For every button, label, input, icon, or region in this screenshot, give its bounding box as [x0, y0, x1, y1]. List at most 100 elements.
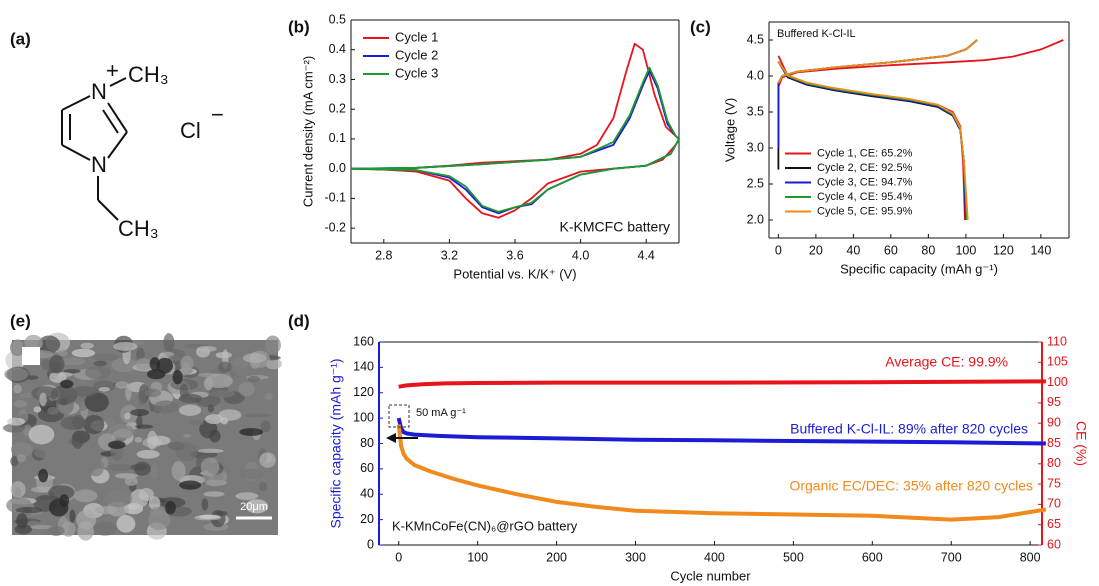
sem-image: 20μm: [3, 333, 282, 541]
charge: +: [106, 58, 119, 83]
x-tick-label: 80: [921, 243, 935, 257]
sem-grain: [202, 498, 209, 511]
sem-grain: [201, 458, 220, 477]
x-tick-label: 40: [846, 243, 860, 257]
y-tick-label: 3.0: [747, 140, 764, 154]
atom-label: N: [91, 152, 107, 177]
sem-grain: [51, 385, 78, 404]
x-tick-label: 4.0: [572, 248, 589, 262]
legend-label: Cycle 5, CE: 95.9%: [817, 205, 913, 217]
sem-grain: [125, 477, 138, 487]
sem-grain: [180, 356, 194, 371]
bond: [108, 132, 127, 158]
bond: [108, 103, 127, 132]
y-tick-label: 0.1: [329, 131, 346, 145]
sem-grain: [147, 431, 157, 450]
sem-pore: [60, 380, 73, 389]
panel-label: (d): [288, 311, 310, 330]
y2-tick-label: 90: [1047, 415, 1061, 429]
sem-grain: [72, 349, 95, 357]
sem-grain: [29, 425, 55, 445]
sem-grain: [94, 361, 107, 367]
sem-grain: [168, 442, 185, 450]
y-tick-label: 0.5: [329, 12, 346, 26]
sem-grain: [265, 393, 273, 400]
sem-grain: [148, 511, 170, 531]
y-tick-label: -0.2: [324, 220, 346, 234]
x-tick-label: 700: [941, 550, 962, 564]
y-tick-label: 0.3: [329, 72, 346, 86]
sem-grain: [4, 368, 28, 382]
sem-grain: [72, 415, 85, 429]
x-tick-label: 0: [395, 550, 402, 564]
y-tick-label: 3.5: [747, 104, 764, 118]
methyl: CH₃: [128, 62, 169, 87]
series-line: [351, 68, 679, 212]
annotation: K-KMnCoFe(CN)₆@rGO battery: [392, 518, 578, 533]
x-tick-label: 4.4: [638, 248, 655, 262]
sem-grain: [113, 342, 137, 351]
panel-label: (e): [10, 311, 31, 330]
sem-grain: [209, 390, 235, 397]
annotation: Average CE: 99.9%: [885, 354, 1008, 370]
sem-grain: [163, 333, 174, 352]
x-tick-label: 60: [884, 243, 898, 257]
x-tick-label: 140: [1030, 243, 1051, 257]
annotation: 50 mA g⁻¹: [416, 407, 466, 419]
sem-grain: [72, 386, 98, 397]
sem-grain: [105, 490, 133, 507]
scale-bar-label: 20μm: [240, 501, 268, 513]
sem-grain: [69, 509, 75, 522]
panel-label: (c): [690, 17, 711, 36]
sem-grain: [190, 420, 204, 426]
sem-grain: [208, 404, 214, 412]
y-tick-label: 0.4: [329, 42, 346, 56]
arrow-head: [386, 433, 396, 443]
sem-grain: [107, 464, 132, 471]
sem-grain: [99, 387, 110, 392]
x-axis-label: Specific capacity (mAh g⁻¹): [840, 261, 998, 276]
y-tick-label: 0.2: [329, 101, 346, 115]
legend-label: Cycle 1, CE: 65.2%: [817, 147, 913, 159]
x-tick-label: 100: [955, 243, 976, 257]
x-tick-label: 800: [1020, 550, 1041, 564]
sem-marker: [22, 347, 40, 365]
sem-grain: [259, 452, 276, 467]
sem-grain: [7, 418, 25, 426]
sem-grain: [135, 437, 143, 443]
y-tick-label: 40: [360, 487, 374, 501]
y-tick-label: 140: [353, 360, 374, 374]
series-line: [399, 381, 1046, 386]
sem-grain: [179, 405, 201, 416]
y-tick-label: 120: [353, 385, 374, 399]
y2-tick-label: 65: [1047, 517, 1061, 531]
sem-grain: [239, 469, 264, 480]
sem-grain: [80, 343, 93, 349]
annotation: Buffered K-Cl-IL: 89% after 820 cycles: [790, 421, 1028, 437]
chart-title: Buffered K-Cl-IL: [777, 28, 856, 40]
sem-grain: [144, 389, 161, 398]
annotation: K-KMCFC battery: [560, 219, 670, 235]
x-tick-label: 3.6: [506, 248, 523, 262]
sem-grain: [203, 491, 224, 497]
sem-grain: [130, 409, 149, 416]
x-tick-label: 0: [775, 243, 782, 257]
sem-grain: [47, 407, 59, 415]
sem-pore: [108, 441, 126, 449]
legend-label: Cycle 2: [395, 47, 438, 62]
panel-label: (a): [10, 29, 31, 48]
y2-axis-label: CE (%): [1073, 421, 1089, 466]
atom-label: N: [91, 79, 107, 104]
figure: N N + CH₃ CH₃ Cl − 20μm (a)(b)(c)(e)(d)2…: [0, 0, 1099, 586]
sem-grain: [72, 431, 84, 449]
x-tick-label: 200: [546, 550, 567, 564]
bond: [98, 200, 118, 220]
sem-grain: [93, 522, 117, 536]
sem-grain: [198, 449, 224, 453]
sem-grain: [93, 353, 119, 361]
sem-grain: [17, 454, 26, 462]
sem-grain: [15, 524, 32, 534]
x-axis-label: Cycle number: [670, 568, 751, 583]
sem-grain: [136, 358, 152, 370]
sem-grain: [205, 414, 223, 424]
